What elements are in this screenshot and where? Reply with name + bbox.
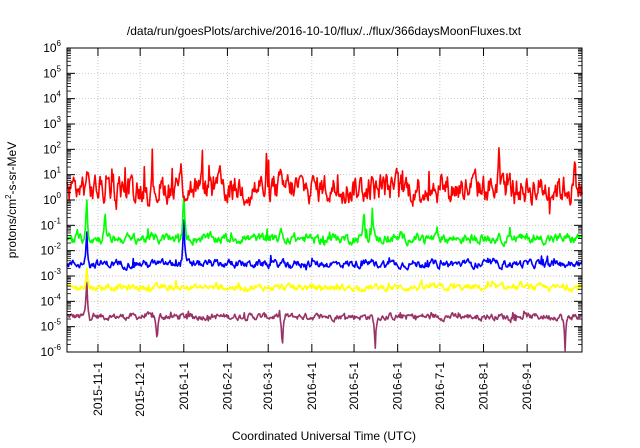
series-line-0 xyxy=(66,281,583,352)
grid xyxy=(67,47,582,353)
y-axis-label-suffix: -s-sr-MeV xyxy=(5,142,19,195)
plot-frame xyxy=(66,47,583,353)
y-tick-exponent: -4 xyxy=(54,292,62,301)
chart-title: /data/run/goesPlots/archive/2016-10-10/f… xyxy=(127,24,522,38)
y-tick-exponent: 5 xyxy=(57,64,62,73)
y-tick-base: 10 xyxy=(43,92,57,106)
y-tick-exponent: 3 xyxy=(57,115,62,124)
x-tick-label: 2016-1-1 xyxy=(177,362,191,410)
y-tick-exponent: 1 xyxy=(57,166,62,175)
series-layer xyxy=(66,147,583,352)
series-line-2 xyxy=(66,219,583,272)
y-tick-label: 100 xyxy=(43,191,61,207)
x-tick-label: 2016-5-1 xyxy=(347,362,361,410)
axis-ticks xyxy=(67,47,582,353)
y-tick-exponent: 6 xyxy=(57,39,62,48)
x-tick-label: 2016-6-1 xyxy=(391,362,405,410)
y-tick-label: 106 xyxy=(43,39,61,55)
y-tick-exponent: -2 xyxy=(54,242,62,251)
y-tick-exponent: -6 xyxy=(54,343,62,352)
y-axis-label-prefix: protons/cm xyxy=(5,199,19,258)
y-tick-labels: 10-610-510-410-310-210-11001011021031041… xyxy=(41,39,62,359)
y-tick-base: 10 xyxy=(43,168,57,182)
y-tick-exponent: 2 xyxy=(57,140,62,149)
y-tick-base: 10 xyxy=(43,142,57,156)
x-tick-label: 2016-4-1 xyxy=(305,362,319,410)
y-tick-label: 10-3 xyxy=(41,267,62,283)
y-tick-label: 10-5 xyxy=(41,318,62,334)
y-tick-base: 10 xyxy=(41,269,55,283)
y-axis-label: protons/cm2-s-sr-MeV xyxy=(4,142,19,258)
y-tick-label: 10-1 xyxy=(41,216,62,232)
series-line-1 xyxy=(66,267,583,293)
y-tick-base: 10 xyxy=(41,320,55,334)
y-tick-base: 10 xyxy=(41,218,55,232)
x-tick-label: 2016-3-1 xyxy=(261,362,275,410)
y-tick-label: 10-2 xyxy=(41,242,62,258)
series-line-3 xyxy=(66,196,583,248)
y-tick-label: 105 xyxy=(43,64,61,80)
y-tick-label: 104 xyxy=(43,90,61,106)
x-tick-label: 2016-2-1 xyxy=(220,362,234,410)
x-tick-label: 2016-8-1 xyxy=(477,362,491,410)
y-tick-base: 10 xyxy=(41,244,55,258)
y-tick-exponent: -1 xyxy=(54,216,62,225)
x-tick-label: 2016-9-1 xyxy=(520,362,534,410)
y-tick-exponent: -5 xyxy=(54,318,62,327)
y-tick-label: 10-4 xyxy=(41,292,62,308)
y-tick-label: 101 xyxy=(43,166,61,182)
y-tick-label: 10-6 xyxy=(41,343,62,359)
y-tick-label: 102 xyxy=(43,140,61,156)
x-tick-label: 2015-12-1 xyxy=(133,362,147,417)
y-tick-exponent: 4 xyxy=(57,90,62,99)
y-axis-label-exponent: 2 xyxy=(4,194,13,199)
y-tick-base: 10 xyxy=(41,345,55,359)
y-tick-base: 10 xyxy=(43,117,57,131)
y-tick-base: 10 xyxy=(43,41,57,55)
y-tick-label: 103 xyxy=(43,115,61,131)
x-axis-label: Coordinated Universal Time (UTC) xyxy=(232,429,416,443)
x-tick-labels: 2015-11-1 2015-12-1 2016-1-1 2016-2-1 2016-3… xyxy=(91,362,534,417)
y-tick-base: 10 xyxy=(41,294,55,308)
x-tick-label: 2016-7-1 xyxy=(433,362,447,410)
y-tick-exponent: 0 xyxy=(57,191,62,200)
y-tick-base: 10 xyxy=(43,193,57,207)
series-line-4 xyxy=(66,147,583,215)
x-tick-label: 2015-11-1 xyxy=(91,362,105,416)
y-tick-exponent: -3 xyxy=(54,267,62,276)
y-tick-base: 10 xyxy=(43,66,57,80)
